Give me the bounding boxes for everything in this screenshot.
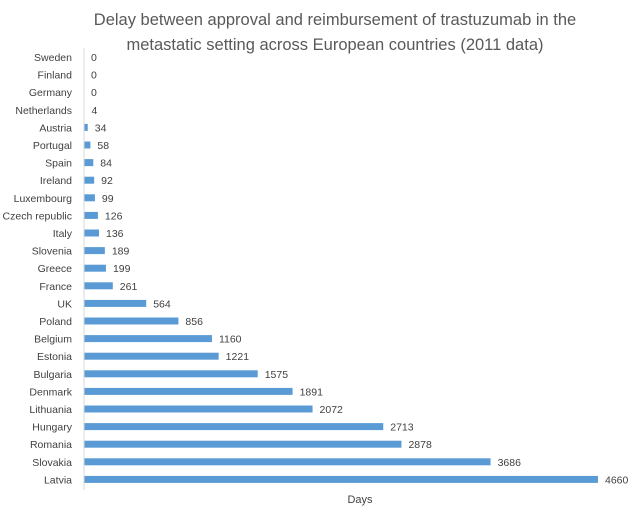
data-label: 58 bbox=[97, 140, 109, 152]
category-label: Italy bbox=[53, 228, 73, 240]
bar bbox=[84, 141, 91, 149]
bar bbox=[84, 352, 219, 360]
data-label: 261 bbox=[120, 281, 138, 293]
bar bbox=[84, 423, 384, 431]
data-label: 856 bbox=[185, 316, 203, 328]
data-label: 2072 bbox=[320, 404, 344, 416]
bar bbox=[84, 247, 105, 255]
category-label: Latvia bbox=[44, 474, 72, 486]
bar bbox=[84, 440, 402, 448]
category-label: Portugal bbox=[33, 140, 72, 152]
category-label: France bbox=[39, 281, 72, 293]
category-label: Hungary bbox=[32, 422, 72, 434]
category-label: Poland bbox=[39, 316, 72, 328]
data-label: 99 bbox=[102, 193, 114, 205]
bar bbox=[84, 194, 95, 202]
data-label: 0 bbox=[91, 52, 97, 64]
bar bbox=[84, 176, 95, 184]
bar bbox=[84, 405, 313, 413]
data-label: 4660 bbox=[605, 474, 629, 486]
data-label: 126 bbox=[105, 210, 123, 222]
data-label: 2713 bbox=[390, 422, 414, 434]
category-label: Greece bbox=[38, 263, 73, 275]
bar bbox=[84, 229, 100, 237]
data-label: 1575 bbox=[265, 369, 289, 381]
category-label: Slovenia bbox=[32, 246, 72, 258]
x-axis-title: Days bbox=[347, 494, 373, 506]
category-label: Luxembourg bbox=[14, 193, 73, 205]
category-label: Czech republic bbox=[3, 210, 72, 222]
bar bbox=[84, 299, 147, 307]
category-label: Slovakia bbox=[32, 457, 72, 469]
category-label: Austria bbox=[39, 122, 72, 134]
data-label: 0 bbox=[91, 87, 97, 99]
category-label: Lithuania bbox=[29, 404, 72, 416]
chart-title-line-1: Delay between approval and reimbursement… bbox=[93, 11, 577, 29]
data-label: 564 bbox=[153, 298, 171, 310]
bar bbox=[84, 475, 598, 483]
category-label: UK bbox=[57, 298, 72, 310]
bar bbox=[84, 264, 106, 272]
data-label: 189 bbox=[112, 246, 130, 258]
data-label: 1891 bbox=[300, 386, 324, 398]
data-label: 1221 bbox=[226, 351, 250, 363]
data-label: 92 bbox=[101, 175, 113, 187]
bar bbox=[84, 282, 113, 290]
bar bbox=[84, 211, 98, 219]
bar bbox=[84, 370, 258, 378]
chart-title-line-2: metastatic setting across European count… bbox=[126, 36, 544, 54]
data-label: 84 bbox=[100, 158, 112, 170]
category-label: Bulgaria bbox=[33, 369, 72, 381]
category-label: Finland bbox=[38, 70, 73, 82]
category-label: Sweden bbox=[34, 52, 72, 64]
data-label: 2878 bbox=[408, 439, 432, 451]
data-label: 3686 bbox=[498, 457, 522, 469]
category-label: Spain bbox=[45, 158, 72, 170]
category-label: Romania bbox=[30, 439, 72, 451]
category-label: Denmark bbox=[29, 386, 72, 398]
data-label: 0 bbox=[91, 70, 97, 82]
bar bbox=[84, 123, 88, 131]
category-label: Netherlands bbox=[15, 105, 72, 117]
category-label: Estonia bbox=[37, 351, 72, 363]
bar bbox=[84, 317, 179, 325]
data-label: 136 bbox=[106, 228, 124, 240]
category-label: Ireland bbox=[40, 175, 72, 187]
data-label: 34 bbox=[95, 122, 107, 134]
bar bbox=[84, 335, 212, 343]
data-label: 4 bbox=[91, 105, 97, 117]
bar bbox=[84, 458, 491, 466]
bar bbox=[84, 159, 94, 167]
bar bbox=[84, 387, 293, 395]
data-label: 1160 bbox=[219, 334, 242, 346]
category-label: Germany bbox=[29, 87, 73, 99]
category-label: Belgium bbox=[34, 334, 72, 346]
data-label: 199 bbox=[113, 263, 131, 275]
